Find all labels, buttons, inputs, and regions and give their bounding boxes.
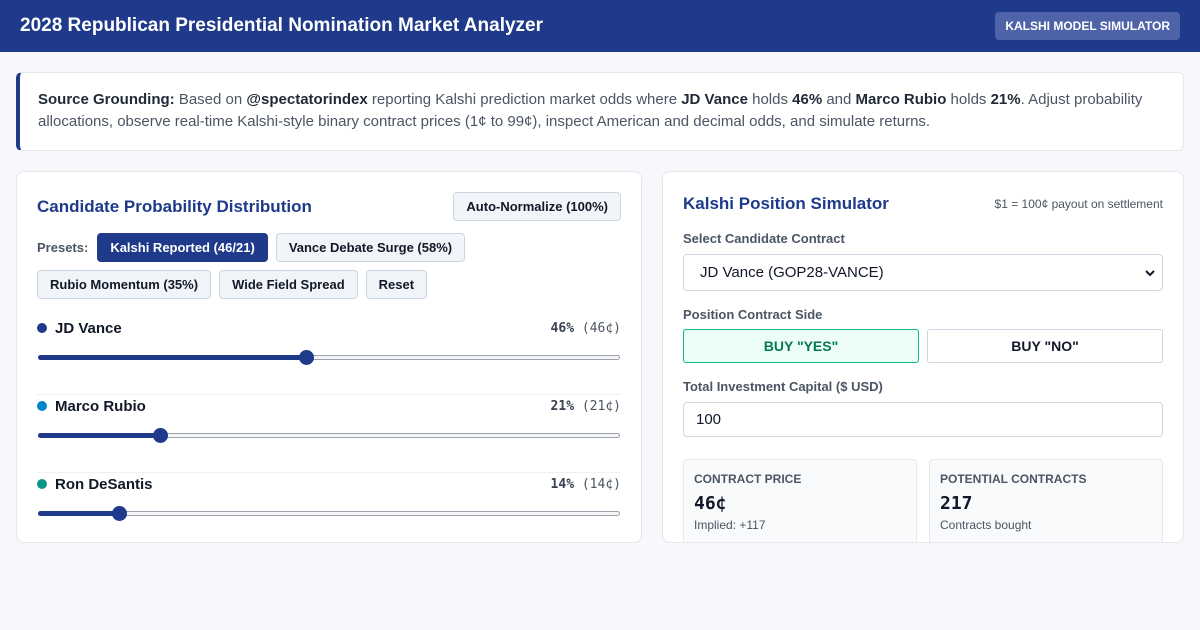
slider-fill [38, 355, 306, 360]
buy-no-button[interactable]: BUY "NO" [927, 329, 1163, 363]
candidate-pct: 21% [550, 398, 575, 414]
grounding-text: holds [747, 91, 793, 108]
slider-thumb[interactable] [153, 428, 169, 443]
source-grounding-banner: Source Grounding: Based on @spectatorind… [16, 72, 1184, 151]
candidate-pct: 46% [550, 320, 575, 336]
auto-normalize-button[interactable]: Auto-Normalize (100%) [453, 192, 621, 221]
stat-sub: Contracts bought [940, 518, 1032, 532]
contract-side-label: Position Contract Side [683, 307, 823, 322]
candidate-probability: 21% (21¢) [551, 399, 621, 414]
candidate-probability: 46% (46¢) [551, 321, 621, 336]
grounding-text: holds [946, 91, 991, 108]
presets-label: Presets: [37, 240, 89, 255]
grounding-text: Based on [174, 91, 247, 108]
stat-value: 217 [940, 493, 973, 514]
grounding-source: @spectatorindex [246, 91, 368, 108]
candidate-price: (21¢) [581, 398, 621, 414]
candidate-probability: 14% (14¢) [551, 477, 621, 492]
simulator-title: Kalshi Position Simulator [683, 194, 889, 213]
chevron-down-icon [1145, 269, 1155, 276]
capital-input[interactable]: 100 [683, 402, 1163, 437]
probability-slider[interactable] [37, 503, 621, 523]
candidate-name-text: JD Vance [55, 319, 122, 337]
payout-note: $1 = 100¢ payout on settlement [994, 197, 1163, 211]
position-simulator-panel: Kalshi Position Simulator $1 = 100¢ payo… [662, 171, 1184, 543]
stat-label: POTENTIAL CONTRACTS [940, 472, 1087, 486]
stat-sub: Implied: +117 [694, 518, 766, 532]
stat-label: CONTRACT PRICE [694, 472, 802, 486]
candidate-pct: 14% [550, 476, 575, 492]
preset-wide-field-spread-button[interactable]: Wide Field Spread [219, 270, 358, 299]
candidate-name: JD Vance [37, 320, 122, 337]
candidate-color-dot [37, 479, 47, 489]
candidate-name-text: Ron DeSantis [55, 475, 153, 493]
grounding-text: reporting Kalshi prediction market odds … [367, 91, 682, 108]
buy-yes-button[interactable]: BUY "YES" [683, 329, 919, 363]
grounding-candidate-1: JD Vance [681, 91, 748, 108]
probability-slider[interactable] [37, 347, 621, 367]
candidate-name: Marco Rubio [37, 398, 146, 415]
stat-value: 46¢ [694, 493, 727, 514]
grounding-label: Source Grounding: [38, 91, 175, 108]
contract-select-label: Select Candidate Contract [683, 231, 845, 246]
grounding-text: . Adjust probability allocations, observ… [38, 91, 1143, 130]
capital-label: Total Investment Capital ($ USD) [683, 379, 883, 394]
contract-select[interactable]: JD Vance (GOP28-VANCE) [683, 254, 1163, 291]
slider-fill [38, 433, 161, 438]
candidate-row: JD Vance 46% (46¢) [37, 317, 621, 395]
candidate-price: (14¢) [581, 476, 621, 492]
candidate-color-dot [37, 401, 47, 411]
grounding-pct-1: 46% [792, 91, 823, 108]
potential-contracts-card: POTENTIAL CONTRACTS 217 Contracts bought [929, 459, 1163, 542]
app-header: 2028 Republican Presidential Nomination … [0, 0, 1200, 52]
distribution-title: Candidate Probability Distribution [37, 196, 312, 216]
probability-distribution-panel: Candidate Probability Distribution Auto-… [16, 171, 642, 543]
slider-thumb[interactable] [298, 350, 314, 365]
contract-select-value: JD Vance (GOP28-VANCE) [700, 264, 884, 281]
preset-vance-debate-surge-button[interactable]: Vance Debate Surge (58%) [275, 233, 466, 262]
candidate-name: Ron DeSantis [37, 476, 153, 493]
candidate-color-dot [37, 323, 47, 333]
grounding-text: and [822, 91, 856, 108]
grounding-candidate-2: Marco Rubio [855, 91, 947, 108]
candidate-row: Ron DeSantis 14% (14¢) [37, 473, 621, 542]
slider-fill [38, 511, 120, 516]
reset-button[interactable]: Reset [365, 270, 428, 299]
candidate-row: Marco Rubio 21% (21¢) [37, 395, 621, 473]
candidate-name-text: Marco Rubio [55, 397, 146, 415]
preset-kalshi-reported-button[interactable]: Kalshi Reported (46/21) [97, 233, 268, 262]
slider-thumb[interactable] [112, 506, 128, 521]
grounding-pct-2: 21% [990, 91, 1021, 108]
app-title: 2028 Republican Presidential Nomination … [20, 15, 544, 36]
preset-rubio-momentum-button[interactable]: Rubio Momentum (35%) [37, 270, 212, 299]
simulator-badge: KALSHI MODEL SIMULATOR [995, 12, 1180, 40]
candidate-price: (46¢) [581, 320, 621, 336]
probability-slider[interactable] [37, 425, 621, 445]
contract-price-card: CONTRACT PRICE 46¢ Implied: +117 [683, 459, 917, 542]
